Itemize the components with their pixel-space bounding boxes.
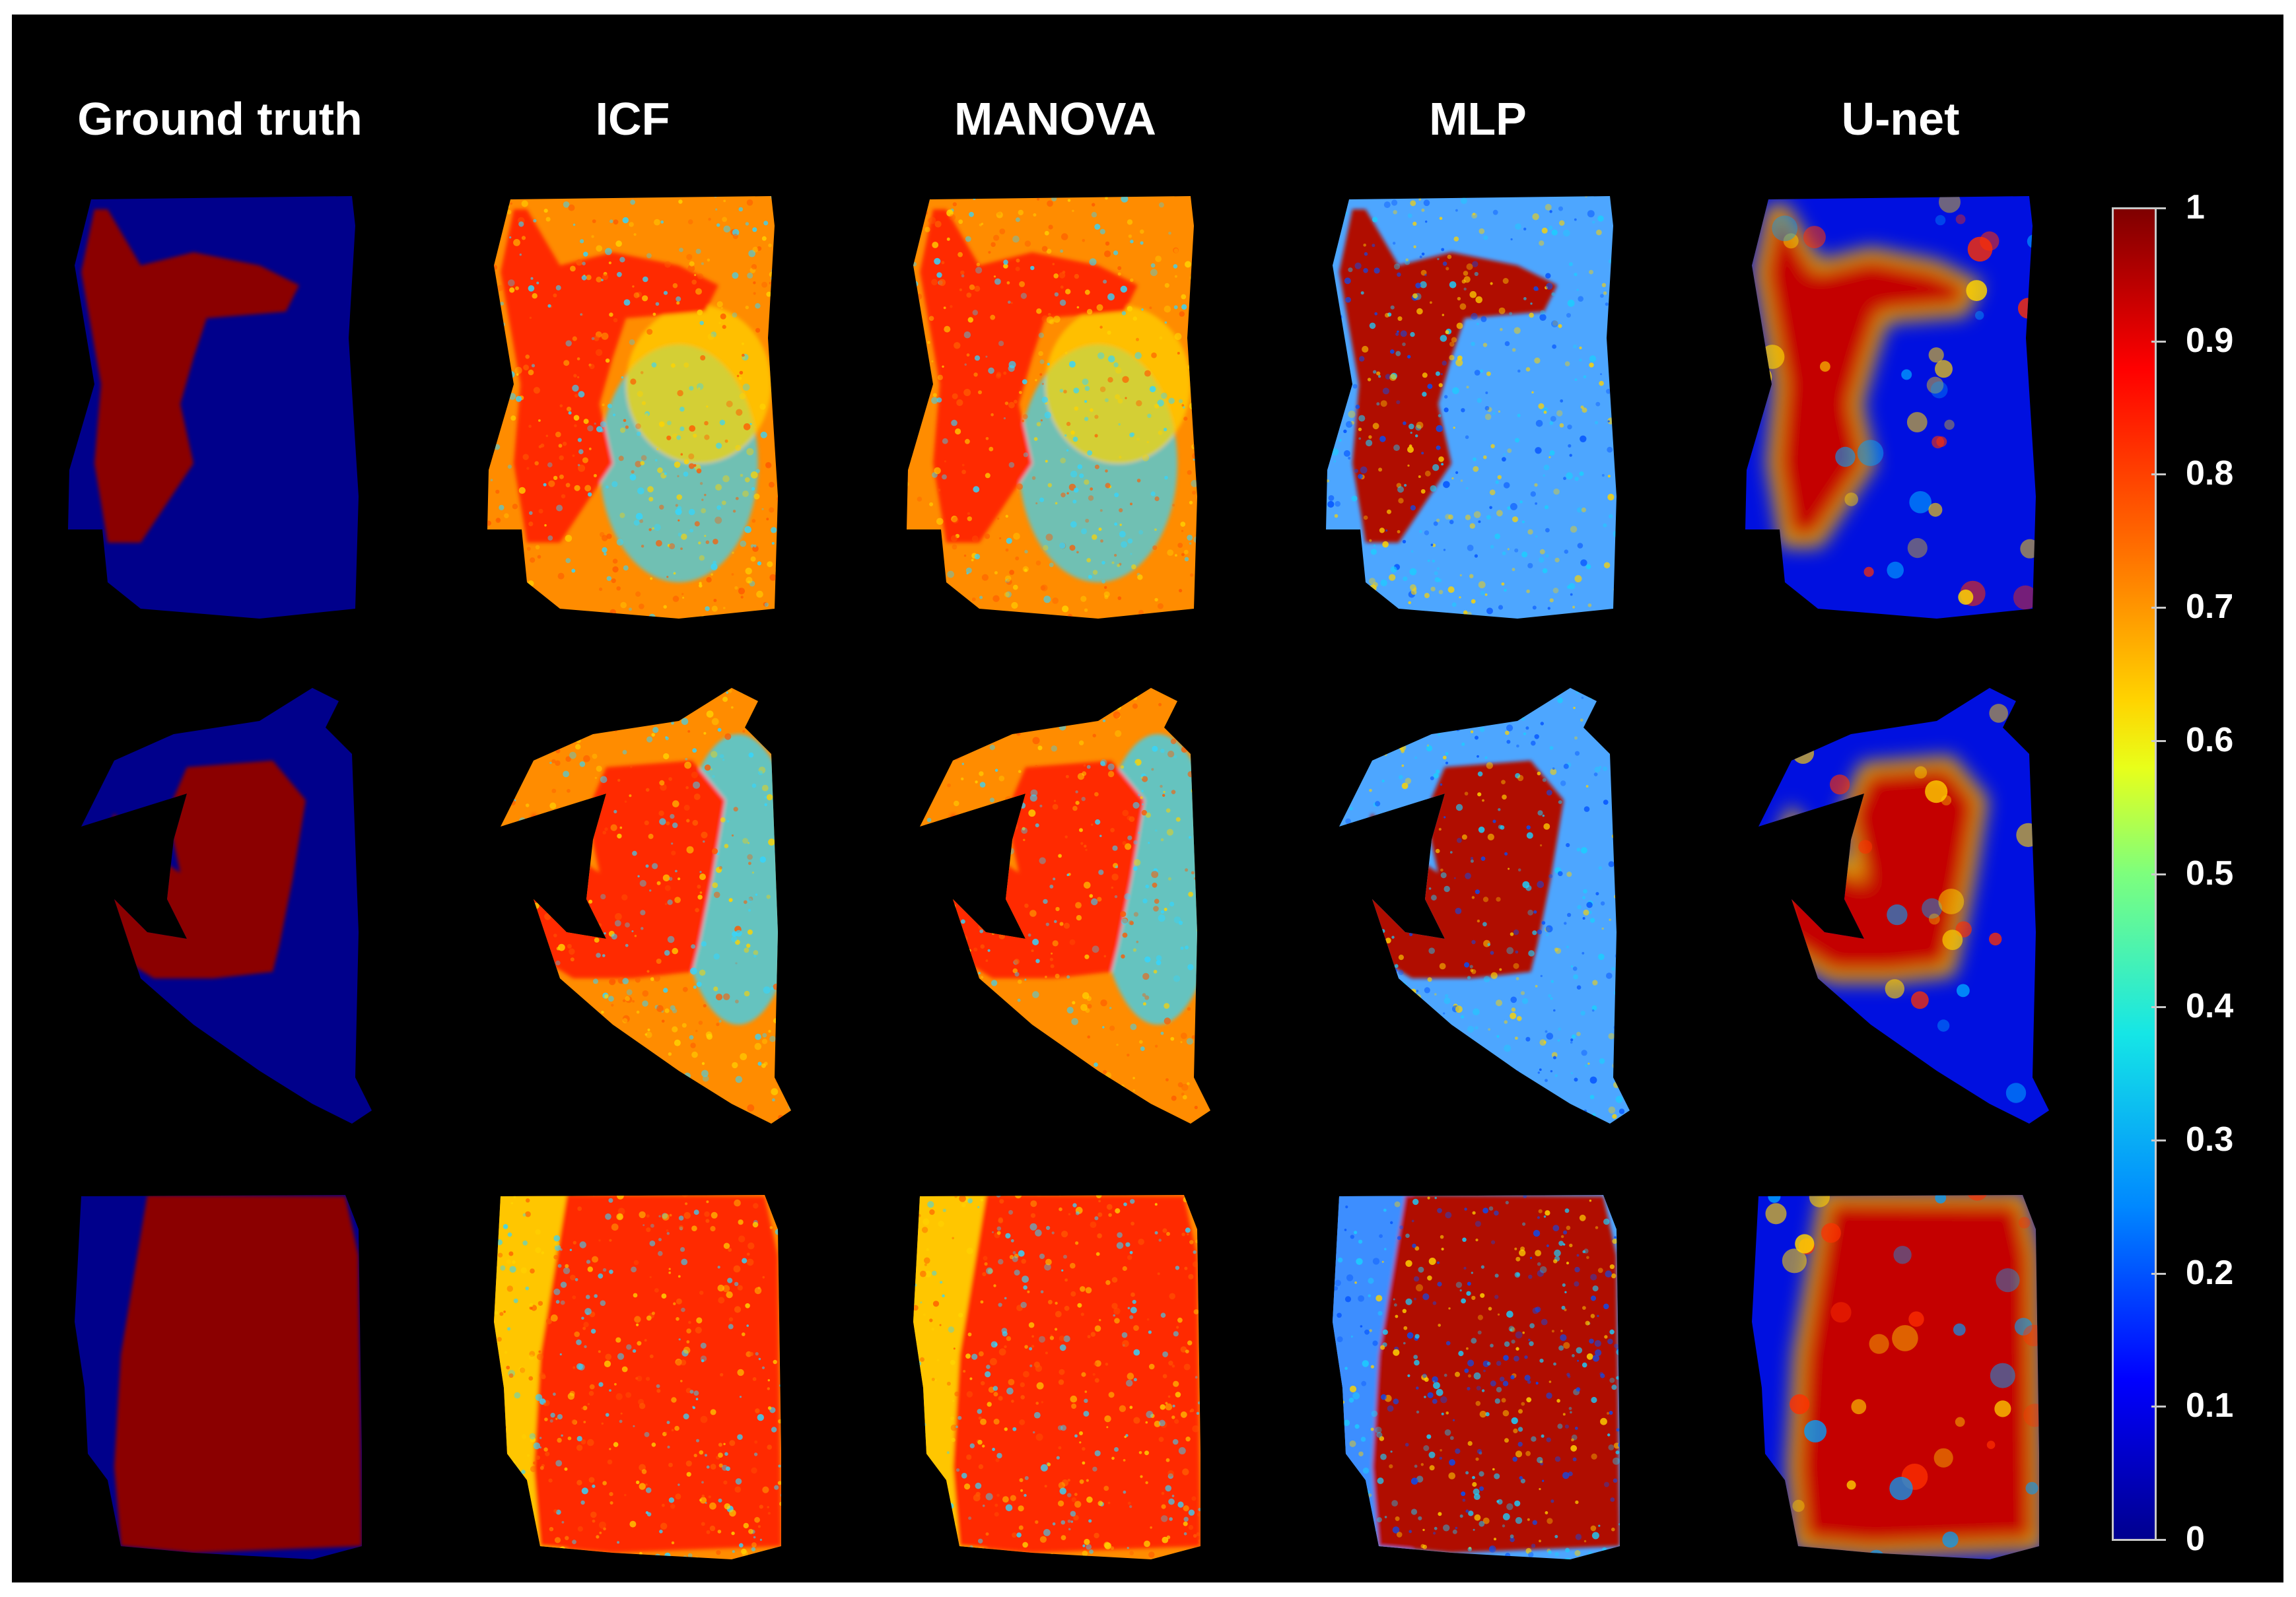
column-title-4: U-net bbox=[1841, 93, 1960, 145]
colorbar-tick-label: 1 bbox=[2186, 188, 2205, 226]
colorbar-tick-label: 0.3 bbox=[2186, 1120, 2234, 1159]
texture bbox=[1326, 196, 1617, 619]
colorbar-tick-mark bbox=[2151, 1272, 2166, 1275]
panel-truth-row-1 bbox=[81, 688, 372, 1124]
figure-canvas: 1 0.9 0.8 0.7 0.6 0.5 0.4 0.3 0.2 0.1 0 Ground tru… bbox=[12, 15, 2283, 1582]
colorbar-tick-label: 0.6 bbox=[2186, 720, 2234, 759]
colorbar-tick-mark bbox=[2151, 1406, 2166, 1408]
column-title-1: ICF bbox=[595, 93, 670, 145]
colorbar bbox=[2112, 207, 2157, 1541]
panel-unet-row-0 bbox=[1745, 196, 2036, 619]
panel-icf-row-0 bbox=[907, 196, 1197, 619]
panel-icf-row-0 bbox=[487, 196, 778, 619]
colorbar-tick-label: 0.4 bbox=[2186, 987, 2234, 1026]
colorbar-tick-mark bbox=[2151, 340, 2166, 343]
panel-mlp-row-0 bbox=[1326, 196, 1617, 619]
colorbar-tick-mark bbox=[2151, 473, 2166, 476]
colorbar-tick-mark bbox=[2151, 1539, 2166, 1541]
colorbar-tick-mark bbox=[2151, 739, 2166, 742]
panel-truth-row-2 bbox=[75, 1195, 362, 1559]
texture bbox=[1333, 1195, 1620, 1559]
panel-mlp-row-2 bbox=[1333, 1195, 1620, 1559]
colorbar-tick-label: 0.8 bbox=[2186, 454, 2234, 493]
texture bbox=[494, 1195, 781, 1559]
panel-unet-row-2 bbox=[1752, 1195, 2039, 1559]
panel-truth-row-0 bbox=[68, 196, 359, 619]
panel-icf-row-1 bbox=[501, 688, 791, 1124]
colorbar-tick-label: 0.1 bbox=[2186, 1386, 2234, 1425]
panel-icf-row-2 bbox=[913, 1195, 1200, 1559]
panel-icf-row-1 bbox=[920, 688, 1210, 1124]
colorbar-tick-mark bbox=[2151, 873, 2166, 875]
colorbar-tick-mark bbox=[2151, 207, 2166, 209]
colorbar-tick-label: 0.5 bbox=[2186, 854, 2234, 893]
colorbar-tick-label: 0.7 bbox=[2186, 588, 2234, 627]
colorbar-tick-mark bbox=[2151, 1006, 2166, 1009]
column-title-2: MANOVA bbox=[954, 93, 1156, 145]
colorbar-tick-mark bbox=[2151, 607, 2166, 609]
texture bbox=[487, 196, 778, 619]
column-title-3: MLP bbox=[1429, 93, 1527, 145]
colorbar-tick-label: 0.2 bbox=[2186, 1253, 2234, 1292]
colorbar-tick-mark bbox=[2151, 1139, 2166, 1141]
panel-mlp-row-1 bbox=[1339, 688, 1630, 1124]
texture bbox=[913, 1195, 1200, 1559]
colorbar-tick-label: 0.9 bbox=[2186, 321, 2234, 360]
column-title-0: Ground truth bbox=[77, 93, 363, 145]
colorbar-tick-label: 0 bbox=[2186, 1520, 2205, 1558]
panel-icf-row-2 bbox=[494, 1195, 781, 1559]
panel-unet-row-1 bbox=[1758, 688, 2049, 1124]
